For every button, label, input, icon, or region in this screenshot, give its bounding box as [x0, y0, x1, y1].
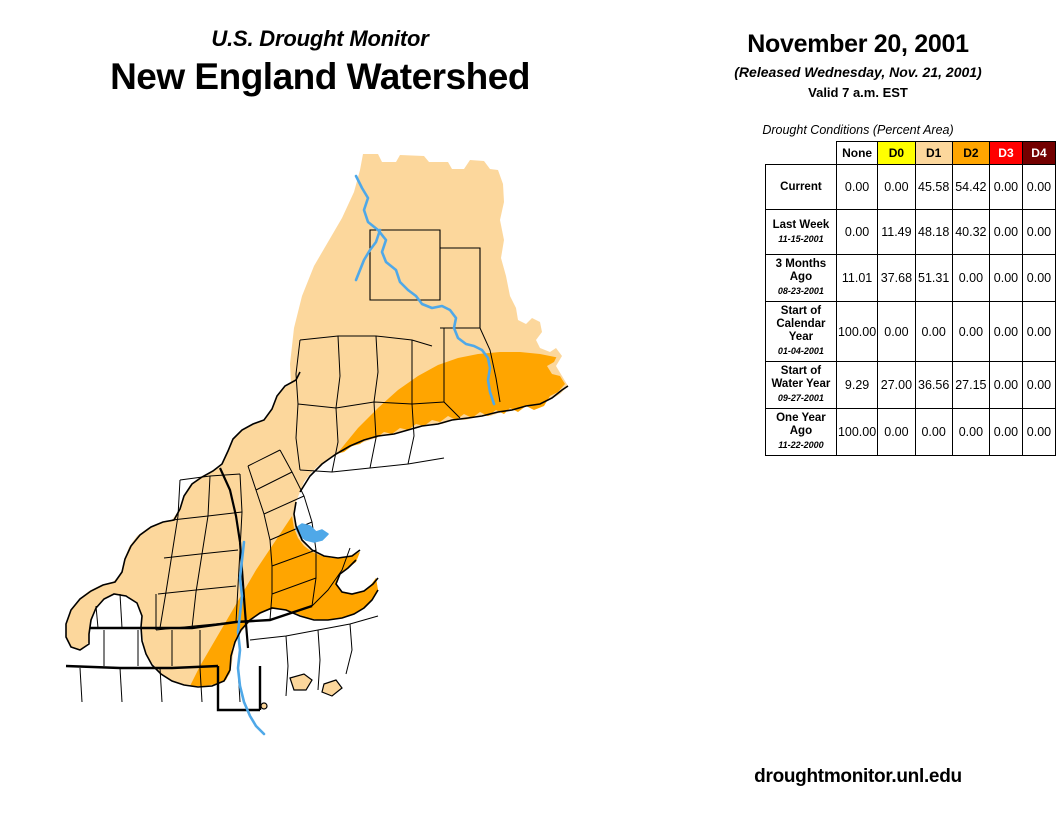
- row-label-line1: Start of: [780, 305, 822, 317]
- table-header-row: None D0 D1 D2 D3 D4: [766, 141, 1056, 165]
- cell-current-d3: 0.00: [988, 164, 1023, 210]
- cell-caly-d3: 0.00: [988, 301, 1023, 362]
- cell-3mo-d0: 37.68: [877, 254, 916, 302]
- row-label-start-of-water-year: Start of Water Year 09-27-2001: [765, 361, 837, 409]
- cell-wy-none: 9.29: [835, 361, 879, 409]
- cell-caly-d1: 0.00: [914, 301, 953, 362]
- table-row: One Year Ago 11-22-2000 100.00 0.00 0.00…: [765, 408, 1056, 456]
- page-title: New England Watershed: [110, 56, 530, 97]
- cell-1yr-none: 100.00: [835, 408, 879, 456]
- cell-3mo-d1: 51.31: [914, 254, 953, 302]
- cell-lastweek-d3: 0.00: [988, 209, 1023, 255]
- date-block: November 20, 2001 (Released Wednesday, N…: [660, 30, 1056, 100]
- row-label-3-months-ago: 3 Months Ago 08-23-2001: [765, 254, 837, 302]
- cell-current-d1: 45.58: [914, 164, 953, 210]
- cell-wy-d3: 0.00: [988, 361, 1023, 409]
- cell-1yr-d3: 0.00: [988, 408, 1023, 456]
- cell-lastweek-d1: 48.18: [914, 209, 953, 255]
- cell-wy-d2: 27.15: [951, 361, 990, 409]
- cell-current-none: 0.00: [835, 164, 879, 210]
- row-label-line2: Water Year: [771, 378, 831, 390]
- row-label-last-week: Last Week 11-15-2001: [765, 209, 837, 255]
- cell-wy-d0: 27.00: [877, 361, 916, 409]
- report-date: November 20, 2001: [747, 30, 969, 58]
- title-block: U.S. Drought Monitor New England Watersh…: [0, 26, 640, 98]
- drought-conditions-table: None D0 D1 D2 D3 D4 Current 0.00 0.00 45…: [765, 141, 1056, 456]
- column-header-none: None: [835, 141, 879, 165]
- map-svg[interactable]: [60, 150, 640, 800]
- column-header-d4: D4: [1021, 141, 1056, 165]
- row-label-date: 11-15-2001: [778, 233, 824, 244]
- cell-3mo-d3: 0.00: [988, 254, 1023, 302]
- row-label-date: 01-04-2001: [777, 346, 824, 356]
- cell-lastweek-d2: 40.32: [951, 209, 990, 255]
- table-row: 3 Months Ago 08-23-2001 11.01 37.68 51.3…: [765, 254, 1056, 302]
- row-label-text: One Year Ago: [776, 412, 826, 437]
- valid-time: Valid 7 a.m. EST: [808, 85, 908, 100]
- table-row: Current 0.00 0.00 45.58 54.42 0.00 0.00: [765, 164, 1056, 210]
- cell-current-d0: 0.00: [877, 164, 916, 210]
- row-label-one-year-ago: One Year Ago 11-22-2000: [765, 408, 837, 456]
- site-url[interactable]: droughtmonitor.unl.edu: [754, 766, 962, 787]
- cell-1yr-d4: 0.00: [1021, 408, 1056, 456]
- row-label-text: Current: [780, 180, 822, 193]
- row-label-current: Current: [765, 164, 837, 210]
- map-coastline: [65, 371, 569, 688]
- column-header-d1: D1: [914, 141, 953, 165]
- cell-3mo-d4: 0.00: [1021, 254, 1056, 302]
- cell-caly-d4: 0.00: [1021, 301, 1056, 362]
- cell-current-d2: 54.42: [951, 164, 990, 210]
- supertitle: U.S. Drought Monitor: [211, 26, 429, 51]
- cell-wy-d1: 36.56: [914, 361, 953, 409]
- map-county-boundaries: [65, 229, 501, 712]
- row-label-start-of-calendar-year: Start of Calendar Year 01-04-2001: [765, 301, 837, 362]
- row-label-line1: Start of: [780, 365, 822, 377]
- row-label-text: 3 Months Ago: [775, 258, 827, 283]
- table-row: Start of Water Year 09-27-2001 9.29 27.0…: [765, 361, 1056, 409]
- column-header-d2: D2: [951, 141, 990, 165]
- cell-3mo-none: 11.01: [835, 254, 879, 302]
- cell-lastweek-d0: 11.49: [877, 209, 916, 255]
- new-england-watershed-drought-map[interactable]: [60, 150, 640, 800]
- map-panel: U.S. Drought Monitor New England Watersh…: [0, 26, 640, 800]
- table-row: Start of Calendar Year 01-04-2001 100.00…: [765, 301, 1056, 362]
- cell-lastweek-d4: 0.00: [1021, 209, 1056, 255]
- cell-1yr-d0: 0.00: [877, 408, 916, 456]
- cell-lastweek-none: 0.00: [835, 209, 879, 255]
- map-rivers: [236, 174, 496, 736]
- info-panel: November 20, 2001 (Released Wednesday, N…: [660, 0, 1056, 816]
- cell-wy-d4: 0.00: [1021, 361, 1056, 409]
- row-label-line2: Calendar Year: [776, 318, 826, 343]
- cell-caly-d0: 0.00: [877, 301, 916, 362]
- row-label-text: Last Week: [772, 218, 830, 231]
- column-header-d0: D0: [877, 141, 916, 165]
- cell-3mo-d2: 0.00: [951, 254, 990, 302]
- row-label-date: 09-27-2001: [777, 393, 824, 403]
- cell-caly-none: 100.00: [835, 301, 879, 362]
- row-label-date: 08-23-2001: [777, 286, 824, 296]
- table-caption: Drought Conditions (Percent Area): [762, 123, 954, 137]
- header-spacer: [766, 142, 837, 165]
- cell-current-d4: 0.00: [1021, 164, 1056, 210]
- row-label-date: 11-22-2000: [778, 440, 824, 450]
- cell-caly-d2: 0.00: [951, 301, 990, 362]
- cell-1yr-d2: 0.00: [951, 408, 990, 456]
- map-islands: [260, 673, 343, 710]
- cell-1yr-d1: 0.00: [914, 408, 953, 456]
- release-date: (Released Wednesday, Nov. 21, 2001): [734, 64, 982, 80]
- column-header-d3: D3: [988, 141, 1023, 165]
- table-row: Last Week 11-15-2001 0.00 11.49 48.18 40…: [765, 209, 1056, 255]
